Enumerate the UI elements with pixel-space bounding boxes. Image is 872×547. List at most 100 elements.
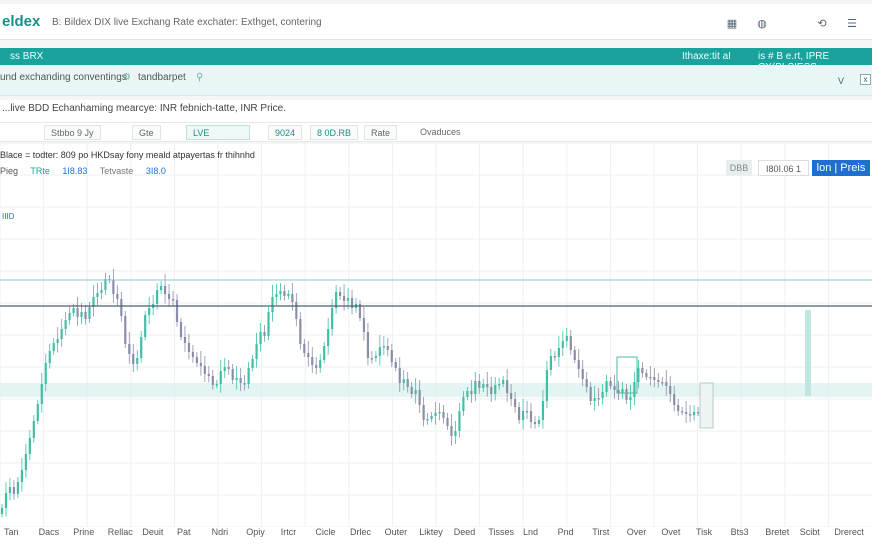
candle-body (394, 362, 397, 368)
candle-body (418, 390, 421, 405)
x-axis-label: Prine (73, 527, 95, 537)
alert-icon[interactable]: ⟲ (817, 18, 827, 30)
app-logo[interactable]: eldex (2, 13, 41, 30)
chevron-down-icon[interactable]: V (838, 76, 845, 86)
y-axis-label: IIID (2, 212, 15, 221)
pin-icon[interactable]: ⚲ (196, 72, 204, 83)
candle-body (335, 292, 338, 308)
candle-body (215, 384, 218, 386)
indicator-button[interactable]: 8 0D.RB (310, 125, 359, 140)
x-axis-label: Scibt (799, 527, 820, 537)
candle-body (84, 312, 87, 319)
selection-box (616, 356, 638, 394)
candle-body (533, 422, 537, 424)
x-axis-label: Irtcr (280, 527, 297, 537)
candle-body (386, 346, 389, 350)
candlestick-chart[interactable] (0, 143, 872, 527)
candle-body (68, 313, 71, 320)
price-input[interactable]: I80I.06 1 (758, 160, 809, 176)
candle-body (621, 389, 624, 393)
x-axis-label: Tirst (592, 527, 610, 537)
candle-body (426, 419, 429, 421)
candle-body (315, 365, 318, 368)
price-label: Pieg (0, 166, 19, 176)
candle-body (692, 412, 696, 415)
sub-toolbar: und exchanding conventings ⚙ tandbarpet … (0, 65, 872, 96)
price-mode-button[interactable]: lon | Preis (812, 160, 870, 176)
candle-body (323, 346, 326, 360)
candle-body (275, 294, 278, 297)
candle-body (0, 508, 4, 514)
candle-body (517, 407, 521, 420)
candle-body (378, 347, 381, 356)
candle-body (565, 336, 568, 341)
candle-body (48, 351, 51, 363)
candle-body (581, 369, 584, 379)
menu-icon[interactable]: ☰ (847, 18, 857, 30)
overlays-button[interactable]: Ovaduces (420, 127, 461, 137)
rate-button[interactable]: Rate (364, 125, 398, 140)
candle-body (410, 387, 413, 394)
x-axis-label: Cicle (315, 527, 336, 537)
candle-body (561, 341, 564, 348)
breadcrumb[interactable]: B: Bildex DIX live Exchang Rate exchater… (52, 17, 322, 28)
x-axis-label: Opiy (246, 527, 265, 537)
x-axis-label: Deed (453, 527, 476, 537)
converter-label[interactable]: und exchanding conventings (0, 72, 127, 83)
globe-icon[interactable]: ◍ (757, 18, 767, 30)
candle-body (72, 308, 75, 313)
candle-body (514, 399, 517, 407)
settings-icon[interactable]: ⚙ (122, 72, 131, 83)
symbol-search-button[interactable]: Stbbo 9 Jy (44, 125, 101, 140)
chart-toolbar: Stbbo 9 Jy Gte LVE 9024 8 0D.RB Rate Ova… (0, 122, 872, 142)
candle-body (96, 293, 99, 297)
candle-body (613, 386, 616, 390)
candle-body (231, 369, 234, 380)
candle-body (179, 322, 183, 337)
candle-body (124, 316, 127, 344)
candle-body (279, 291, 282, 294)
candle-body (259, 332, 262, 344)
value-button[interactable]: 9024 (268, 125, 303, 140)
exchange-label[interactable]: Ithaxe:tit aI (682, 51, 731, 62)
candle-body (32, 421, 35, 438)
candle-body (4, 493, 8, 508)
rate-label: TRte (30, 166, 50, 176)
candle-body (549, 356, 552, 370)
live-button[interactable]: LVE (186, 125, 250, 140)
candle-body (56, 339, 59, 343)
x-axis-label: Bretet (765, 527, 790, 537)
candle-body (617, 390, 620, 393)
candle-body (199, 363, 202, 366)
dashboard-label[interactable]: tandbarpet (138, 72, 186, 83)
x-axis-label: Pnd (557, 527, 574, 537)
candle-body (303, 344, 306, 353)
candle-body (629, 397, 632, 400)
candle-body (374, 356, 377, 358)
candle-body (44, 363, 47, 384)
candle-body (474, 381, 477, 394)
cursor-box (699, 382, 714, 429)
close-icon[interactable]: x (860, 74, 871, 85)
candle-body (36, 404, 39, 421)
candle-body (625, 389, 628, 400)
candle-body (414, 390, 417, 394)
candle-body (553, 356, 556, 358)
candle-body (112, 280, 115, 294)
candle-body (661, 382, 664, 384)
interval-button[interactable]: Gte (132, 125, 161, 140)
candle-body (398, 368, 401, 383)
candle-body (219, 371, 222, 384)
candle-body (64, 320, 67, 329)
candle-body (247, 368, 250, 384)
pair-label[interactable]: ss BRX (10, 51, 44, 62)
timeframe-pill[interactable]: DBB (726, 160, 752, 176)
candle-body (183, 337, 187, 343)
candle-series (0, 269, 712, 518)
candle-body (223, 367, 226, 371)
grid-icon[interactable]: ▦ (726, 18, 738, 30)
candle-body (28, 438, 31, 454)
candle-body (525, 411, 529, 413)
candle-body (529, 411, 533, 422)
candle-body (422, 405, 425, 420)
